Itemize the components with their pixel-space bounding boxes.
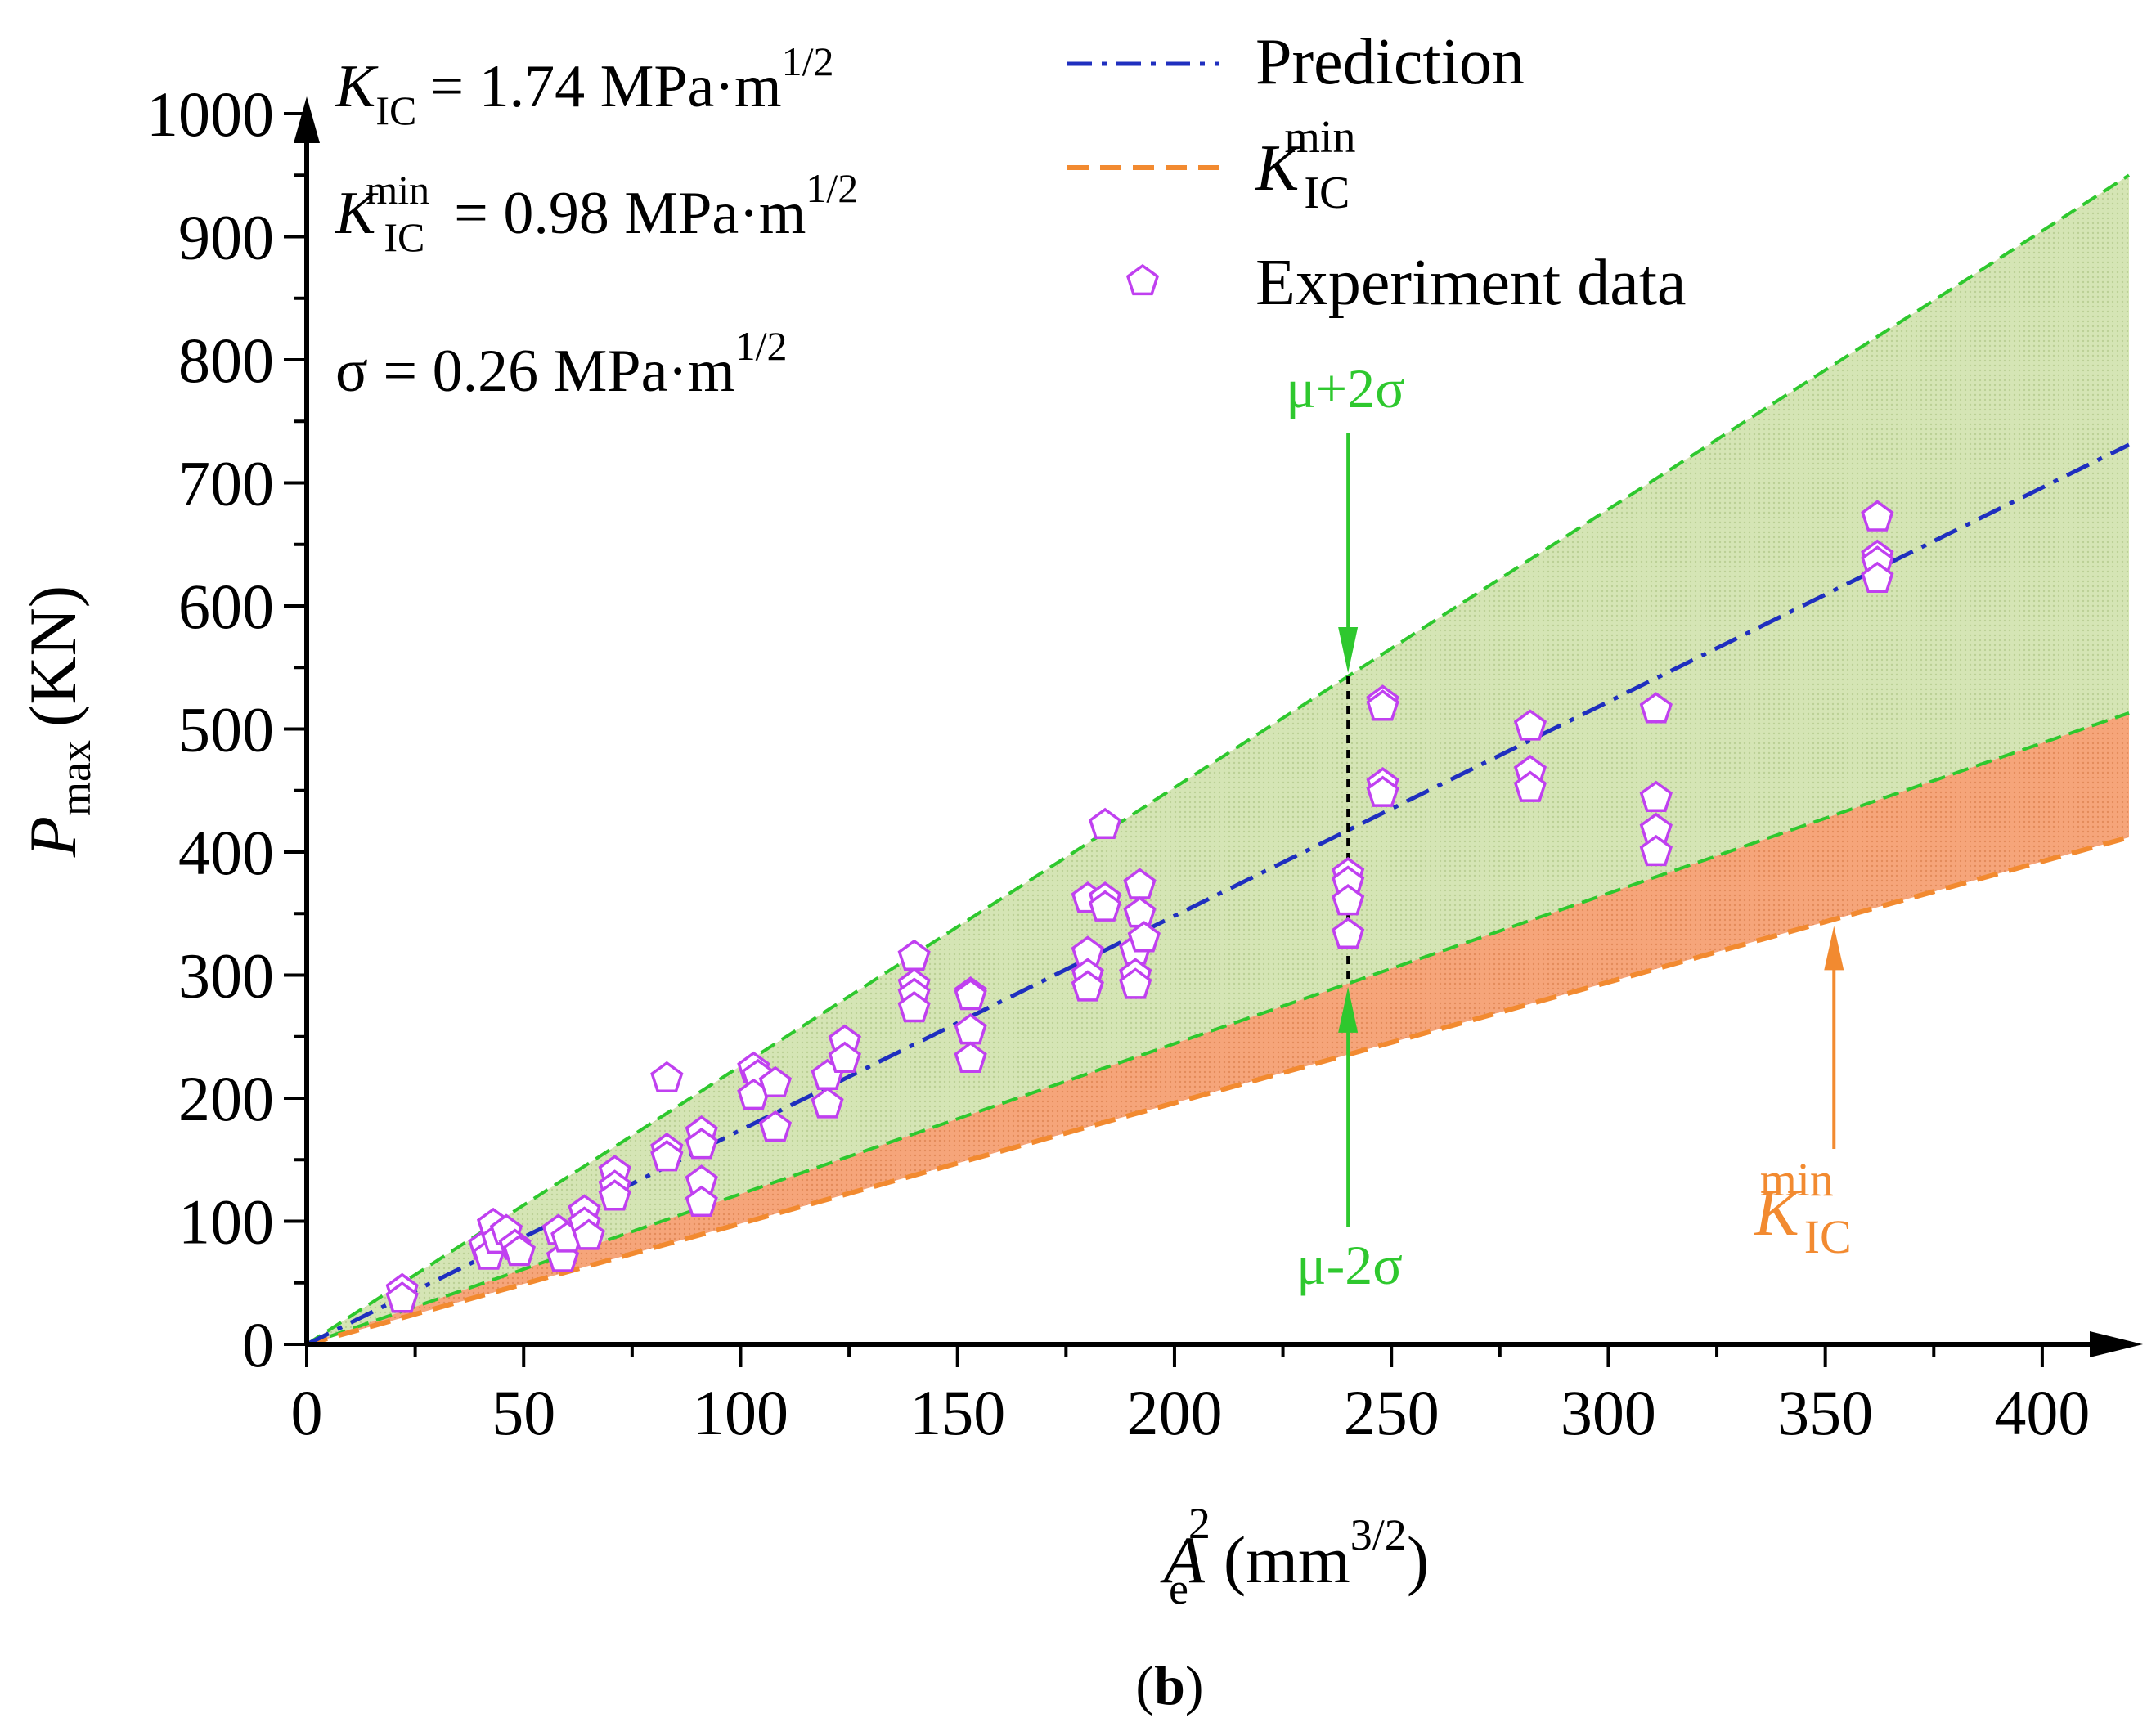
experiment-data-point	[1639, 692, 1673, 724]
x-tick-label: 0	[291, 1377, 323, 1448]
annotation-arrows	[1338, 433, 1844, 1227]
experiment-data-point	[1513, 770, 1547, 802]
experiment-data-point	[1332, 917, 1365, 949]
legend-kicmin-label: K ICmin	[1255, 112, 1355, 218]
x-axis-arrow-icon	[2090, 1331, 2143, 1357]
experiment-data-point	[1366, 775, 1399, 807]
experiment-data-point	[1071, 970, 1104, 1002]
lower-bound-line	[306, 711, 2130, 1346]
y-tick-label: 800	[178, 325, 274, 396]
y-tick-label: 500	[178, 694, 274, 765]
experiment-data-point	[650, 1140, 684, 1172]
prediction-line	[305, 442, 2131, 1347]
experiment-data-point	[954, 1041, 987, 1073]
experiment-data-point	[685, 1185, 718, 1218]
legend-experiment-label: Experiment data	[1255, 247, 1686, 319]
axis-ticks: 0 50 100 150 200 250 300 350 400 0 100 200 300 400 500…	[146, 78, 2090, 1448]
x-tick-label: 200	[1126, 1377, 1222, 1448]
experiment-data-point	[685, 1128, 718, 1160]
kicmin-band-label: K ICmin	[1754, 1153, 1852, 1263]
experiment-data-point	[502, 1234, 537, 1267]
kicmin-annotation: K ICmin = 0.98 MPa·m1/2	[335, 165, 858, 260]
panel-label: (b)	[1135, 1654, 1203, 1716]
upper-bound-line	[305, 173, 2131, 1346]
x-tick-label: 150	[910, 1377, 1005, 1448]
y-tick-label: 700	[178, 448, 274, 519]
experiment-data-point	[897, 939, 931, 971]
experiment-data-point	[385, 1281, 419, 1313]
x-tick-label: 50	[492, 1377, 555, 1448]
lower-arrow-head-icon	[1338, 986, 1359, 1033]
y-tick-label: 600	[178, 571, 274, 642]
experiment-data-point	[954, 978, 987, 1011]
x-axis-title: Ae2 (mm3/2)	[1160, 1499, 1429, 1613]
experiment-data-point	[758, 1110, 793, 1142]
y-tick-label: 100	[178, 1186, 274, 1258]
experiment-data-point	[1088, 807, 1122, 840]
y-axis-title: Pmax(KN)	[16, 585, 100, 858]
upper-arrow-head-icon	[1338, 627, 1359, 673]
y-tick-label: 0	[242, 1309, 274, 1380]
x-tick-label: 100	[693, 1377, 788, 1448]
experiment-data-point	[1513, 709, 1547, 741]
legend-pentagon-icon	[1125, 263, 1160, 296]
experiment-data-point	[1639, 834, 1673, 867]
experiment-points	[385, 500, 1894, 1313]
y-tick-label: 900	[178, 202, 274, 273]
legend: Prediction K ICmin Experiment data	[1067, 26, 1686, 319]
experiment-data-point	[1127, 921, 1161, 953]
sigma-annotation: σ = 0.26 MPa·m1/2	[335, 323, 788, 405]
kicmin-line	[306, 835, 2130, 1347]
experiment-data-point	[1119, 967, 1152, 999]
kic-annotation: KIC = 1.74 MPa·m1/2	[335, 38, 834, 133]
experiment-data-point	[828, 1041, 861, 1073]
legend-prediction-label: Prediction	[1255, 26, 1525, 98]
experiment-data-point	[572, 1218, 605, 1250]
experiment-data-point	[1861, 500, 1894, 532]
experiment-data-point	[1332, 884, 1365, 916]
y-tick-label: 1000	[146, 78, 274, 150]
x-tick-label: 300	[1561, 1377, 1656, 1448]
experiment-data-point	[1088, 890, 1122, 922]
experiment-data-point	[897, 990, 931, 1023]
experiment-data-point	[811, 1087, 844, 1119]
lower-band-label: μ-2σ	[1296, 1234, 1403, 1296]
y-tick-label: 200	[178, 1063, 274, 1134]
experiment-data-point	[1366, 689, 1399, 721]
upper-band-label: μ+2σ	[1286, 357, 1404, 419]
x-tick-label: 400	[1994, 1377, 2090, 1448]
experiment-data-point	[758, 1065, 793, 1098]
experiment-data-point	[650, 1061, 684, 1093]
experiment-data-point	[1639, 780, 1673, 812]
axes	[294, 96, 2143, 1357]
kicmin-arrow-head-icon	[1824, 926, 1844, 971]
experiment-data-point	[598, 1179, 631, 1211]
experiment-data-point	[1861, 561, 1894, 594]
y-axis-arrow-icon	[294, 96, 320, 143]
x-tick-label: 250	[1344, 1377, 1440, 1448]
x-tick-label: 350	[1777, 1377, 1873, 1448]
y-tick-label: 400	[178, 817, 274, 888]
y-tick-label: 300	[178, 940, 274, 1012]
